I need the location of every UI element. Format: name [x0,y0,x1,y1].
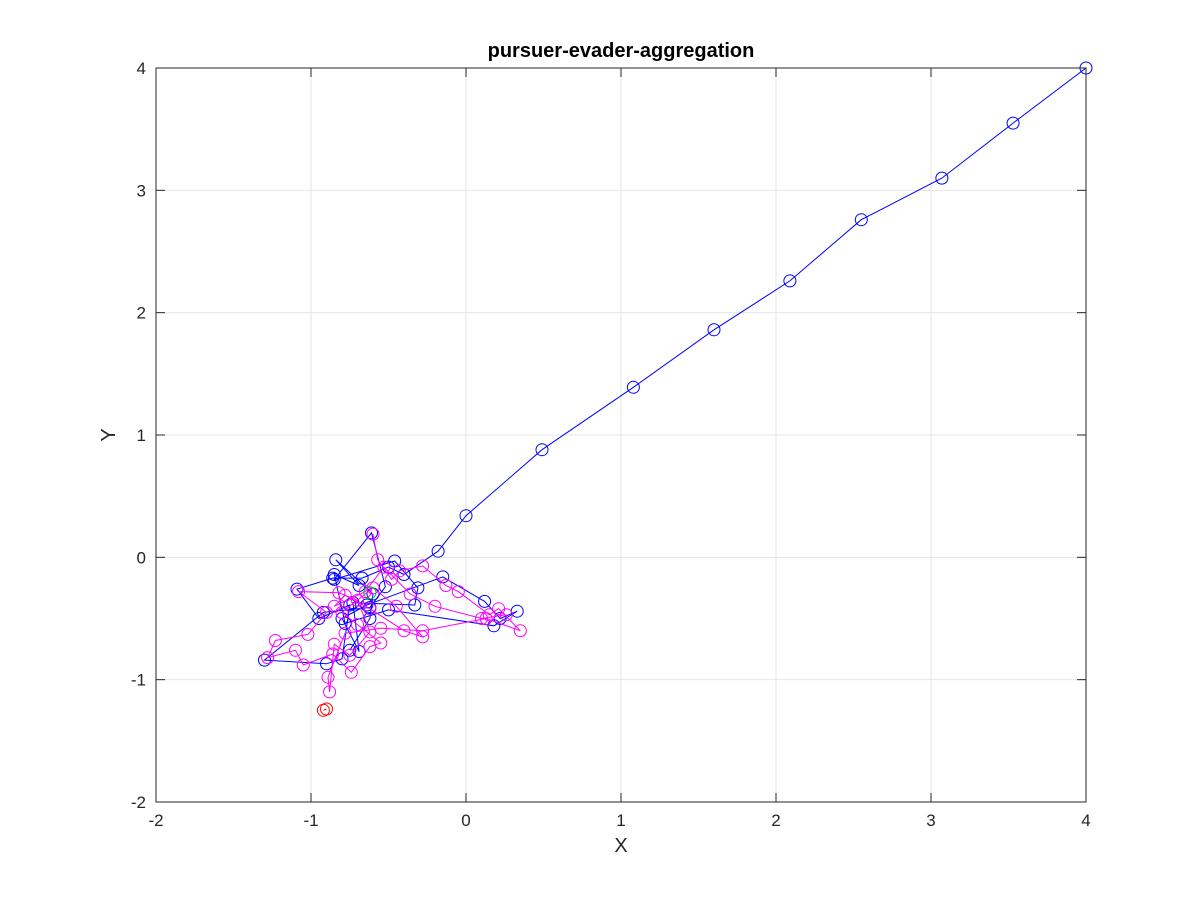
data-point-marker [626,380,640,394]
data-point-marker [935,171,949,185]
data-point-marker [338,588,352,602]
data-point-marker [707,323,721,337]
data-point-marker [487,619,501,633]
data-point-marker [358,585,372,599]
data-point-marker [377,560,391,574]
series-3 [363,586,377,600]
data-point-marker [459,509,473,523]
data-point-marker [385,572,399,586]
data-point-marker [329,553,343,567]
data-point-marker [323,685,337,699]
series-line [323,708,327,711]
y-tick-label: 3 [137,181,146,200]
data-point-marker [416,630,430,644]
data-point-marker [296,658,310,672]
series-2 [316,702,333,717]
x-tick-label: 2 [771,811,780,830]
x-tick-labels: -2 -1 0 1 2 3 4 [148,811,1090,830]
data-point-marker [261,651,275,665]
x-axis-label: X [614,835,627,857]
data-point-marker [513,624,527,638]
y-tick-label: 4 [137,59,146,78]
series-0 [258,61,1093,671]
data-point-marker [344,665,358,679]
data-point-marker [783,274,797,288]
data-point-marker [327,568,341,581]
data-point-marker [327,572,341,586]
data-point-marker [431,544,445,558]
data-point-marker [258,653,271,667]
data-point-marker [854,213,868,227]
data-point-marker [1006,116,1020,130]
data-point-marker [327,599,341,613]
data-point-marker [351,618,364,632]
data-point-marker [343,648,357,662]
data-point-marker [403,587,417,601]
tick-marks [155,67,1087,803]
data-point-marker [321,670,335,684]
data-point-marker [428,599,442,613]
series-layer [258,61,1093,717]
x-tick-label: 3 [926,811,935,830]
data-point-marker [482,608,496,622]
x-tick-label: 0 [461,811,470,830]
y-tick-label: -1 [131,671,146,690]
data-point-marker [268,634,282,647]
data-point-marker [392,564,406,578]
data-point-marker [366,527,380,541]
x-tick-label: -1 [303,811,318,830]
x-tick-label: -2 [148,811,163,830]
data-point-marker [363,625,377,639]
data-point-marker [301,627,315,641]
y-tick-label: 1 [137,426,146,445]
data-point-marker [332,586,346,600]
data-point-marker [479,612,493,625]
data-point-marker [374,636,388,650]
x-tick-label: 1 [616,811,625,830]
data-point-marker [355,571,369,585]
y-tick-label: -2 [131,793,146,812]
data-point-marker [439,579,453,592]
y-tick-label: 0 [137,548,146,567]
data-point-marker [389,599,403,613]
data-point-marker [382,603,395,617]
data-point-marker [451,585,465,599]
series-line [263,67,1087,665]
data-point-marker [338,626,352,640]
data-point-marker [316,605,330,619]
data-point-marker [351,593,364,607]
data-point-marker [327,637,341,651]
data-point-marker [397,624,411,638]
data-point-marker [363,612,377,625]
chart-title: pursuer-evader-aggregation [488,40,755,62]
data-point-marker [343,643,357,657]
data-point-marker [326,647,340,661]
data-point-marker [365,526,378,540]
data-point-marker [363,586,377,600]
data-point-marker [535,443,549,457]
data-point-marker [320,702,333,716]
y-tick-label: 2 [137,304,146,323]
data-point-marker [499,608,513,622]
data-point-marker [408,598,422,612]
data-point-marker [290,582,304,596]
data-point-marker [363,602,377,616]
y-tick-labels: -2 -1 0 1 2 3 4 [131,59,146,812]
data-point-marker [416,624,430,638]
data-point-marker [292,585,306,599]
data-point-marker [397,568,411,581]
data-point-marker [416,559,430,573]
series-1 [261,527,527,699]
data-point-marker [289,643,302,657]
y-axis-label: Y [98,428,120,441]
data-point-marker [475,612,488,625]
x-tick-label: 4 [1081,811,1090,830]
data-point-marker [478,594,492,608]
